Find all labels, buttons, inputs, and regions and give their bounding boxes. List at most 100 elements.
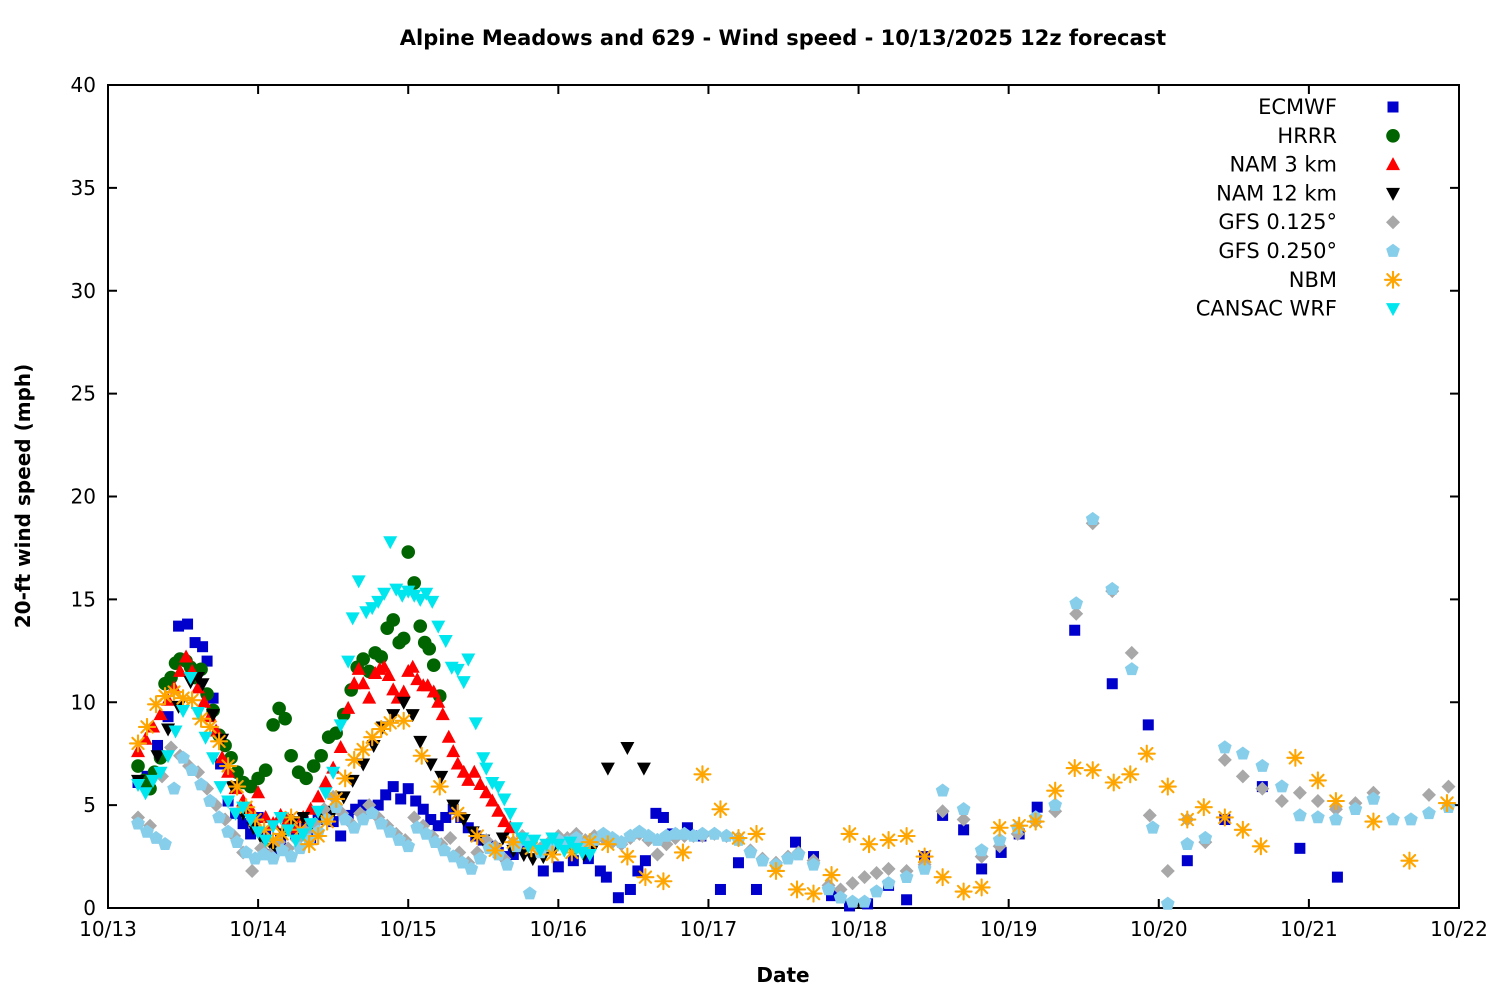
data-point — [857, 894, 872, 908]
data-point — [237, 818, 249, 830]
data-point — [468, 826, 487, 846]
data-point — [428, 834, 443, 848]
data-point — [381, 713, 400, 732]
legend-item-nbm: NBM — [1289, 268, 1403, 292]
data-point — [356, 652, 370, 666]
data-point — [503, 807, 518, 821]
data-point — [303, 818, 318, 832]
data-point — [491, 781, 506, 795]
data-point — [374, 650, 389, 664]
data-point — [401, 545, 416, 559]
data-point — [1251, 837, 1270, 856]
data-point — [781, 851, 795, 865]
data-point — [341, 700, 356, 714]
data-point — [522, 886, 537, 900]
data-point — [245, 863, 260, 878]
data-point — [395, 793, 407, 805]
data-point — [210, 732, 229, 751]
data-point — [318, 787, 333, 801]
data-point — [461, 653, 476, 667]
y-tick-label: 40 — [71, 73, 96, 97]
data-point — [413, 593, 428, 607]
data-point — [1386, 187, 1400, 201]
data-point — [1286, 748, 1305, 767]
data-point — [176, 750, 190, 764]
data-point — [1364, 812, 1383, 831]
data-point — [164, 682, 184, 702]
data-point — [278, 711, 292, 726]
data-point — [995, 846, 1007, 858]
data-point — [860, 835, 879, 854]
series-cansac-wrf — [131, 536, 597, 863]
data-point — [467, 764, 482, 778]
x-tick-label: 10/17 — [680, 917, 738, 941]
chart-title: Alpine Meadows and 629 - Wind speed - 10… — [400, 26, 1166, 50]
data-point — [215, 750, 230, 764]
data-point — [612, 892, 624, 904]
data-point — [1366, 791, 1381, 805]
data-point — [992, 832, 1007, 846]
data-point — [833, 882, 848, 897]
data-point — [681, 822, 693, 834]
data-point — [272, 701, 286, 716]
data-point — [1441, 779, 1456, 794]
data-point — [515, 832, 530, 846]
plot-points — [128, 511, 1457, 912]
data-point — [236, 801, 251, 815]
data-point — [935, 804, 950, 819]
data-point — [173, 663, 188, 677]
data-point — [1386, 243, 1400, 257]
data-point — [954, 882, 973, 901]
data-point — [401, 585, 416, 599]
data-point — [455, 855, 470, 869]
data-point — [153, 766, 168, 780]
data-point — [840, 824, 859, 843]
data-point — [450, 756, 465, 770]
data-point — [956, 812, 971, 827]
y-tick-label: 5 — [83, 793, 96, 817]
data-point — [266, 851, 280, 865]
data-point — [1105, 581, 1120, 595]
data-point — [598, 835, 617, 854]
data-point — [197, 694, 212, 708]
data-point — [158, 837, 172, 851]
data-point — [1069, 624, 1081, 636]
x-tick-label: 10/18 — [830, 917, 888, 941]
data-point — [425, 814, 437, 826]
data-point — [303, 801, 318, 815]
data-point — [881, 861, 896, 876]
data-point — [206, 752, 221, 766]
data-point — [582, 849, 597, 863]
data-point — [1275, 779, 1289, 793]
data-point — [219, 756, 238, 776]
data-point — [402, 783, 414, 795]
data-point — [194, 777, 208, 791]
data-point — [183, 672, 198, 686]
data-point — [168, 725, 183, 739]
data-point — [386, 613, 401, 627]
data-point — [1421, 787, 1436, 802]
data-point — [446, 849, 461, 863]
data-point — [380, 789, 392, 801]
data-point — [207, 692, 219, 704]
data-point — [266, 718, 280, 732]
data-point — [347, 676, 362, 690]
data-point — [243, 814, 258, 828]
data-point — [804, 884, 823, 903]
data-point — [473, 777, 488, 791]
data-point — [1217, 740, 1232, 754]
data-point — [1255, 781, 1270, 796]
data-point — [152, 739, 164, 751]
data-point — [821, 882, 836, 896]
data-point — [138, 731, 153, 745]
data-point — [153, 707, 168, 721]
data-point — [845, 876, 860, 891]
data-point — [806, 857, 821, 871]
legend-item-gfs-0-250-: GFS 0.250° — [1218, 239, 1400, 263]
data-point — [600, 871, 612, 883]
data-point — [791, 847, 806, 861]
legend-item-nam-3-km: NAM 3 km — [1229, 153, 1400, 177]
data-point — [1069, 596, 1084, 610]
data-point — [468, 717, 483, 731]
